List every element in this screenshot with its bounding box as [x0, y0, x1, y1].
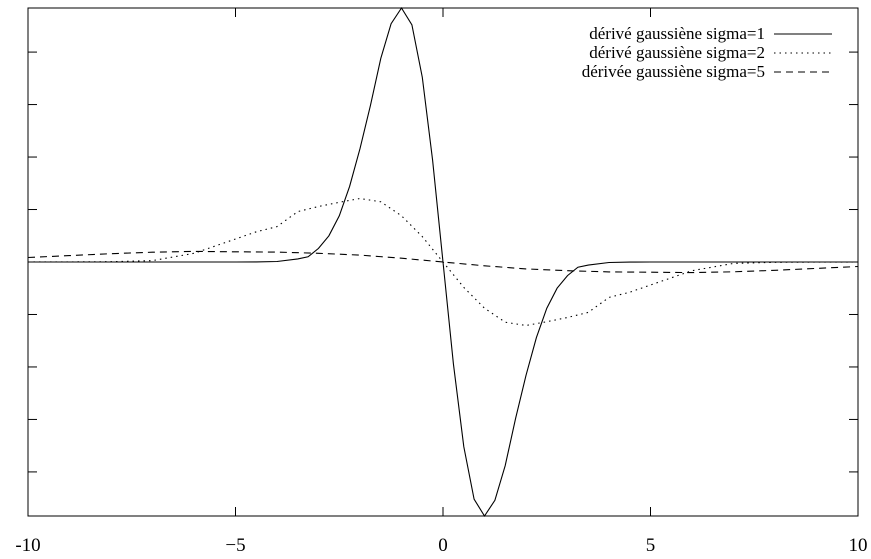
x-tick-labels: -10 −5 0 5 10 [15, 535, 867, 556]
x-tick-label: 0 [438, 535, 448, 556]
legend-label-sigma-2: dérivé gaussiène sigma=2 [589, 43, 765, 62]
legend-label-sigma-1: dérivé gaussiène sigma=1 [589, 24, 765, 43]
series-line-sigma-2 [27, 197, 859, 327]
x-tick-label: 5 [646, 535, 656, 556]
x-tick-label: −5 [225, 535, 245, 556]
series-line-sigma-5 [27, 250, 859, 274]
series-layer [27, 6, 859, 518]
legend-label-sigma-5: dérivée gaussiène sigma=5 [582, 62, 765, 81]
x-tick-label: -10 [15, 535, 40, 556]
axis-ticks [27, 8, 859, 516]
x-tick-label: 10 [849, 535, 868, 556]
